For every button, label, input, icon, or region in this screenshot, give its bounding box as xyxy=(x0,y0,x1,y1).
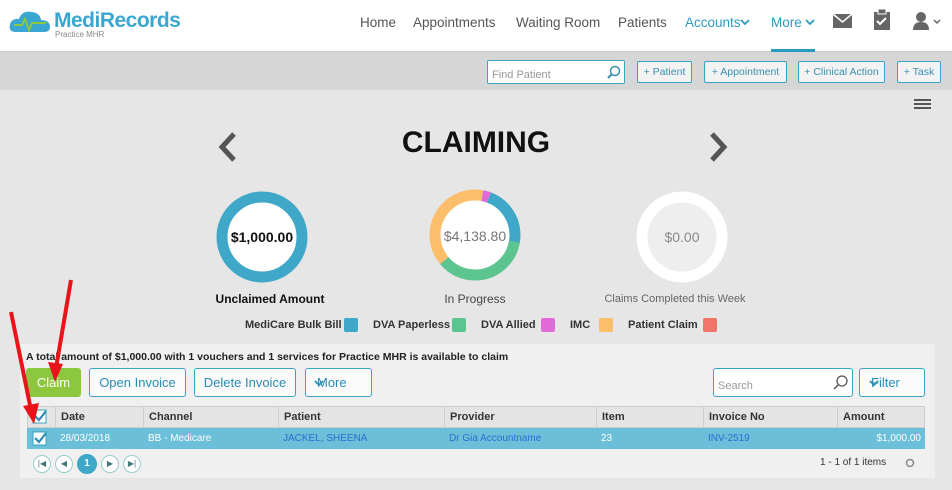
toolbar-button[interactable]: + Task xyxy=(897,61,941,83)
pager-summary: 1 - 1 of 1 items xyxy=(820,457,887,468)
column-header: Provider xyxy=(444,406,596,428)
find-patient[interactable]: Find Patient xyxy=(487,60,625,84)
cell: 28/03/2018 xyxy=(60,433,111,444)
pager-next[interactable]: ▶ xyxy=(101,455,119,473)
table-header xyxy=(27,406,925,428)
nav-item[interactable]: Home xyxy=(360,15,397,30)
cell: BB - Medicare xyxy=(148,433,212,444)
cell-link[interactable]: INV-2519 xyxy=(708,433,750,444)
pager-prev[interactable]: ◀ xyxy=(55,455,73,473)
search-input[interactable]: Search xyxy=(713,368,853,397)
logo-icon xyxy=(9,11,51,33)
legend-swatch xyxy=(599,318,613,332)
legend-label: DVA Paperless xyxy=(373,319,451,331)
claim-message: A total amount of $1,000.00 with 1 vouch… xyxy=(26,351,509,363)
placeholder: Search xyxy=(718,380,753,392)
filter-button[interactable]: Filter xyxy=(859,368,925,397)
legend-label: DVA Allied xyxy=(481,319,536,331)
placeholder: Find Patient xyxy=(492,69,551,81)
nav-item[interactable]: Waiting Room xyxy=(516,15,601,30)
logo-sub: Practice MHR xyxy=(55,30,105,39)
pager-page[interactable]: 1 xyxy=(77,454,97,474)
legend-swatch xyxy=(703,318,717,332)
toolbar-button[interactable]: + Clinical Action xyxy=(798,61,885,83)
legend-swatch xyxy=(452,318,466,332)
legend-label: MediCare Bulk Bill xyxy=(245,319,342,331)
cell-link[interactable]: JACKEL, SHEENA xyxy=(283,433,368,444)
column-header: Patient xyxy=(278,406,444,428)
logo: MediRecords xyxy=(54,9,181,32)
graphics xyxy=(216,99,931,283)
summary-label: In Progress xyxy=(444,292,506,306)
table-row[interactable] xyxy=(27,428,925,449)
nav-item[interactable]: Patients xyxy=(618,15,667,30)
column-header: Invoice No xyxy=(703,406,837,428)
nav-item[interactable]: Appointments xyxy=(413,15,496,30)
nav-item[interactable]: More xyxy=(771,15,802,30)
search-icon xyxy=(607,65,621,79)
pager-last[interactable]: ▶| xyxy=(123,455,141,473)
cell: $1,000.00 xyxy=(876,433,922,444)
legend-label: Patient Claim xyxy=(628,319,698,331)
column-header: Item xyxy=(596,406,703,428)
nav-icons xyxy=(740,8,941,52)
legend-swatch xyxy=(541,318,555,332)
column-header: Date xyxy=(55,406,143,428)
summary-value: $1,000.00 xyxy=(230,229,294,245)
column-header: Channel xyxy=(143,406,278,428)
summary-label: Unclaimed Amount xyxy=(215,292,325,306)
legend-label: IMC xyxy=(570,319,591,331)
summary-value: $4,138.80 xyxy=(443,228,507,244)
pager-first[interactable]: |◀ xyxy=(33,455,51,473)
nav-item[interactable]: Accounts xyxy=(685,15,741,30)
cell: 23 xyxy=(601,433,613,444)
toolbar-button[interactable]: + Appointment xyxy=(704,61,787,83)
cell-link[interactable]: Dr Gia Accountname xyxy=(449,433,542,444)
column-header: Amount xyxy=(837,406,925,428)
page-title: CLAIMING xyxy=(401,126,551,159)
legend-swatch xyxy=(344,318,358,332)
button[interactable]: Open Invoice xyxy=(89,368,186,397)
summary-label: Claims Completed this Week xyxy=(604,293,746,305)
toolbar-button[interactable]: + Patient xyxy=(637,61,692,83)
summary-value: $0.00 xyxy=(664,229,700,245)
top-nav xyxy=(0,0,952,52)
toolbar xyxy=(0,52,952,90)
button[interactable]: Delete Invoice xyxy=(194,368,296,397)
